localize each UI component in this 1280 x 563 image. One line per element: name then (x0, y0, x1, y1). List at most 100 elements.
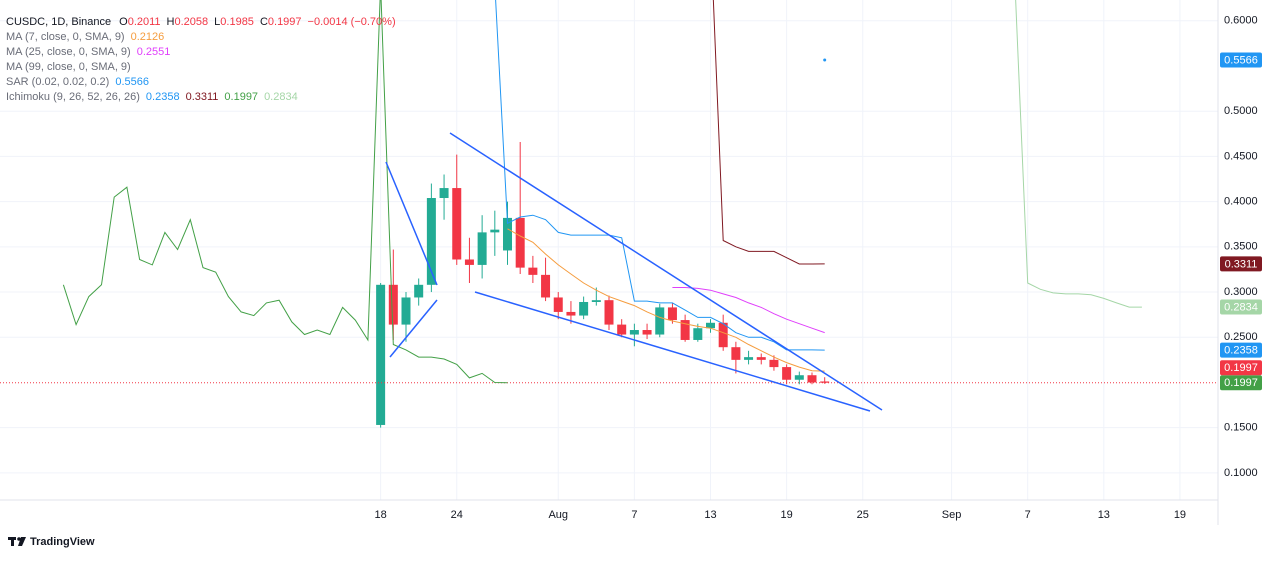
candle-body (528, 267, 538, 275)
price-label-box (1220, 299, 1262, 315)
candle-body (414, 284, 424, 298)
candle-body (655, 307, 665, 335)
ohlc-value: 0.1997 (268, 16, 302, 28)
ohlc-label: C (260, 16, 268, 28)
x-tick-label: Sep (942, 509, 962, 521)
plot-area (0, 0, 1218, 428)
x-tick-label: Aug (548, 509, 568, 521)
candle-body (820, 381, 830, 383)
symbol: CUSDC, 1D, Binance (6, 16, 111, 28)
indicator-dot (823, 58, 827, 62)
indicator-value: 0.2834 (264, 91, 298, 103)
candle-body (591, 300, 601, 302)
candle-body (376, 284, 386, 425)
candle-body (439, 188, 449, 199)
ohlc-value: 0.1985 (220, 16, 254, 28)
candle-body (617, 324, 627, 335)
price-label-box (1220, 52, 1262, 68)
price-label: 0.2834 (1224, 301, 1258, 313)
candle-body (464, 259, 474, 265)
price-label: 0.1997 (1224, 377, 1258, 389)
axes: 0.1000 0.1500 0.2500 0.3000 0.3500 0.4000 0.45… (375, 15, 1262, 521)
y-tick-label: 0.4500 (1224, 150, 1258, 162)
y-tick-label: 0.5000 (1224, 105, 1258, 117)
y-tick-label: 0.3000 (1224, 286, 1258, 298)
legend: CUSDC, 1D, Binance O0.2011 H0.2058 L0.1985 C… (6, 16, 396, 103)
trendline (474, 291, 871, 412)
price-label-box (1220, 375, 1262, 391)
indicator-value: 0.1997 (224, 91, 258, 103)
price-label-box (1220, 342, 1262, 358)
x-tick-label: 7 (1025, 509, 1031, 521)
indicator-line (507, 228, 825, 372)
price-label: 0.5566 (1224, 54, 1258, 66)
price-label: 0.2358 (1224, 344, 1258, 356)
candle-body (401, 297, 411, 325)
legend-row: MA (25, close, 0, SMA, 9) 0.2551 (6, 46, 170, 58)
legend-row: SAR (0.02, 0.02, 0.2) 0.5566 (6, 76, 149, 88)
candle-body (718, 322, 728, 348)
indicator-value: 0.2126 (131, 31, 165, 43)
candle-body (515, 217, 525, 268)
y-tick-label: 0.1000 (1224, 467, 1258, 479)
trendlines (385, 132, 883, 412)
x-tick-label: 13 (704, 509, 716, 521)
x-tick-label: 18 (375, 509, 387, 521)
indicator-value: 0.5566 (115, 76, 149, 88)
indicator-name: MA (25, close, 0, SMA, 9) (6, 46, 131, 58)
logo (8, 537, 26, 546)
indicator-name: SAR (0.02, 0.02, 0.2) (6, 76, 109, 88)
x-tick-label: 13 (1098, 509, 1110, 521)
ohlc-label: O (119, 16, 128, 28)
y-tick-label: 0.1500 (1224, 422, 1258, 434)
indicator-value: 0.2551 (137, 46, 171, 58)
candle-body (782, 367, 792, 380)
trendline (389, 299, 438, 358)
candle-body (756, 357, 766, 360)
y-tick-label: 0.6000 (1224, 15, 1258, 27)
grid (0, 0, 1218, 500)
ohlc-label: H (167, 16, 175, 28)
x-tick-label: 7 (631, 509, 637, 521)
legend-header: CUSDC, 1D, Binance O0.2011 H0.2058 L0.1985 C… (6, 16, 396, 28)
y-tick-label: 0.4000 (1224, 196, 1258, 208)
candle-body (503, 217, 512, 251)
ohlc-label: L (214, 16, 220, 28)
x-tick-label: 24 (451, 509, 463, 521)
x-tick-label: 19 (1174, 509, 1186, 521)
candle-body (579, 301, 589, 316)
candle-body (426, 198, 436, 285)
y-tick-label: 0.3500 (1224, 241, 1258, 253)
logo-part (11, 537, 14, 546)
candle-body (541, 274, 551, 298)
price-label-box (1220, 360, 1262, 376)
candle-body (566, 311, 576, 316)
candle-body (769, 359, 779, 368)
candle-body (744, 357, 754, 360)
indicator-line (672, 287, 825, 334)
x-tick-label: 25 (857, 509, 869, 521)
indicator-value: 0.3311 (186, 91, 219, 103)
ohlc-value: 0.2058 (175, 16, 209, 28)
indicator-line (495, 0, 825, 351)
trendline (385, 161, 438, 286)
candle-body (693, 328, 703, 340)
logo-part (18, 537, 26, 546)
candle-body (680, 320, 690, 340)
footer-brand: TradingView (30, 536, 95, 548)
legend-row: Ichimoku (9, 26, 52, 26, 26) 0.2358 0.3311… (6, 91, 298, 103)
indicator-name: MA (99, close, 0, SMA, 9) (6, 61, 131, 73)
candle-body (477, 232, 487, 265)
candle-body (553, 297, 563, 312)
legend-row: MA (99, close, 0, SMA, 9) (6, 61, 131, 73)
candle-body (490, 229, 500, 233)
indicator-name: Ichimoku (9, 26, 52, 26, 26) (6, 91, 140, 103)
indicator-line (712, 0, 825, 265)
candle-body (629, 330, 639, 335)
indicator-line (62, 0, 508, 384)
x-tick-label: 19 (781, 509, 793, 521)
candle-body (731, 347, 741, 360)
legend-row: MA (7, close, 0, SMA, 9) 0.2126 (6, 31, 164, 43)
